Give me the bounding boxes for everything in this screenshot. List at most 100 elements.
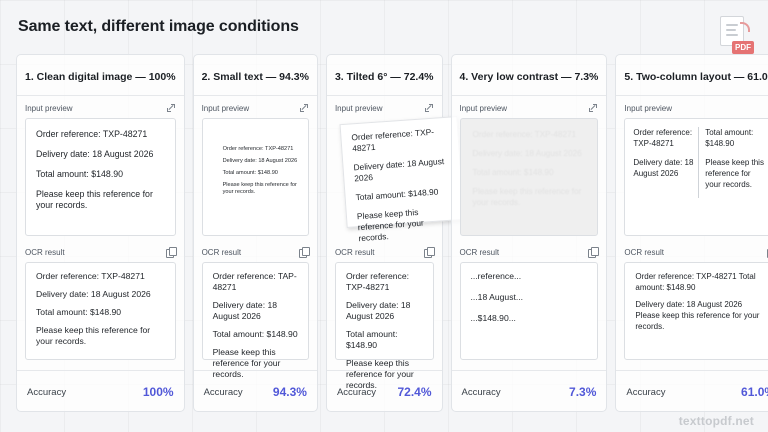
preview-line: Please keep this reference for your reco… xyxy=(472,187,582,207)
ocr-line: Order reference: TXP-48271 xyxy=(36,271,145,281)
pdf-tag: PDF xyxy=(732,41,754,54)
expand-icon[interactable] xyxy=(588,103,598,113)
accuracy-label: Accuracy xyxy=(27,386,67,398)
preview-line: Delivery date: 18 August 2026 xyxy=(222,158,298,164)
ocr-line: ...$148.90... xyxy=(470,313,516,323)
card-title: 3. Tilted 6° — 72.4% xyxy=(334,71,434,83)
ocr-line: Total amount: $148.90 xyxy=(36,307,122,317)
input-preview: Order reference: TXP-48271 Delivery date… xyxy=(25,118,176,236)
ocr-line: Order reference: TAP-48271 xyxy=(212,271,297,292)
ocr-line: Please keep this reference for your reco… xyxy=(212,347,281,379)
ocr-result: ...reference... ...18 August... ...$148.… xyxy=(459,262,599,360)
ocr-line: ...reference... xyxy=(470,271,522,281)
watermark: texttopdf.net xyxy=(678,414,754,428)
preview-line: Delivery date: 18 August 2026 xyxy=(353,156,445,184)
accuracy-label: Accuracy xyxy=(626,386,666,398)
divider xyxy=(326,95,442,96)
input-preview: Order reference: TXP-48271 Delivery date… xyxy=(335,116,465,243)
card-small-text: 2. Small text — 94.3% Input preview Orde… xyxy=(192,54,318,412)
preview-line: Order reference: TXP-48271 xyxy=(222,146,294,152)
preview-line: Please keep this reference for your reco… xyxy=(36,189,153,210)
preview-line: Order reference: TXP-48271 xyxy=(36,129,148,139)
ocr-line: Please keep this reference for your reco… xyxy=(345,358,414,390)
expand-icon[interactable] xyxy=(424,103,434,113)
divider xyxy=(193,95,317,96)
copy-icon[interactable] xyxy=(588,247,600,258)
divider xyxy=(17,370,184,371)
input-preview-label: Input preview xyxy=(334,103,383,113)
ocr-result-label: OCR result xyxy=(624,247,664,257)
preview-line: Delivery date: 18 August 2026 xyxy=(633,158,694,178)
card-clean: 1. Clean digital image — 100% Input prev… xyxy=(16,54,185,412)
accuracy-value: 7.3% xyxy=(569,385,597,399)
preview-line: Total amount: $148.90 xyxy=(222,170,278,176)
preview-line: Order reference: TXP-48271 xyxy=(472,130,577,139)
input-preview: Order reference: TXP-48271 Delivery date… xyxy=(201,118,309,236)
copy-icon[interactable] xyxy=(165,247,177,258)
card-title: 1. Clean digital image — 100% xyxy=(25,71,176,83)
page-title: Same text, different image conditions xyxy=(18,18,299,35)
card-title: 5. Two-column layout — 61.0% xyxy=(624,71,768,83)
divider xyxy=(326,370,442,371)
preview-line: Total amount: $148.90 xyxy=(36,169,124,179)
pdf-logo: PDF xyxy=(714,14,754,58)
ocr-result-label: OCR result xyxy=(201,247,242,257)
accuracy-value: 100% xyxy=(142,385,174,399)
ocr-line: Delivery date: 18 August 2026 Please kee… xyxy=(635,300,760,331)
copy-icon[interactable] xyxy=(423,247,435,258)
card-tilted: 3. Tilted 6° — 72.4% Input preview Order… xyxy=(325,54,465,412)
accuracy-label: Accuracy xyxy=(203,386,243,398)
ocr-result-label: OCR result xyxy=(25,247,65,257)
input-preview-label: Input preview xyxy=(25,103,73,113)
input-preview-label: Input preview xyxy=(459,103,508,113)
accuracy-value: 72.4% xyxy=(397,385,432,399)
input-preview: Order reference: TXP-48271 Delivery date… xyxy=(459,118,599,236)
arrow-icon xyxy=(740,22,750,32)
preview-line: Total amount: $148.90 xyxy=(355,186,439,203)
ocr-line: Order reference: TXP-48271 Total amount:… xyxy=(635,272,756,292)
accuracy-label: Accuracy xyxy=(336,386,377,398)
preview-line: Please keep this reference for your reco… xyxy=(356,206,424,244)
ocr-line: Delivery date: 18 August 2026 xyxy=(36,289,151,299)
tilted-document: Order reference: TXP-48271 Delivery date… xyxy=(339,116,465,243)
divider xyxy=(451,370,607,371)
expand-icon[interactable] xyxy=(299,103,309,113)
ocr-line: Please keep this reference for your reco… xyxy=(36,325,151,346)
cards-row: 1. Clean digital image — 100% Input prev… xyxy=(16,54,768,412)
preview-line: Please keep this reference for your reco… xyxy=(222,182,297,195)
accuracy-value: 94.3% xyxy=(272,385,307,399)
input-preview-label: Input preview xyxy=(624,103,672,113)
preview-line: Order reference: TXP-48271 xyxy=(633,128,693,148)
input-preview: Order reference: TXP-48271 Delivery date… xyxy=(624,118,768,236)
ocr-result-label: OCR result xyxy=(459,247,500,257)
ocr-result: Order reference: TAP-48271 Delivery date… xyxy=(201,262,309,379)
ocr-line: ...18 August... xyxy=(470,292,524,302)
divider xyxy=(616,95,768,96)
expand-icon[interactable] xyxy=(166,103,176,113)
left-column: Order reference: TXP-48271 Delivery date… xyxy=(631,127,698,198)
divider xyxy=(616,370,768,371)
preview-line: Delivery date: 18 August 2026 xyxy=(36,149,154,159)
preview-line: Please keep this reference for your reco… xyxy=(705,158,764,189)
accuracy-value: 61.0% xyxy=(741,385,768,399)
ocr-result-label: OCR result xyxy=(334,247,375,257)
divider xyxy=(451,95,607,96)
ocr-line: Delivery date: 18 August 2026 xyxy=(212,300,278,321)
ocr-result: Order reference: TXP-48271 Total amount:… xyxy=(624,262,768,360)
input-preview-label: Input preview xyxy=(201,103,250,113)
ocr-line: Total amount: $148.90 xyxy=(212,329,298,339)
card-two-column: 5. Two-column layout — 61.0% Input previ… xyxy=(615,54,768,412)
divider xyxy=(193,370,317,371)
ocr-result: Order reference: TXP-48271 Delivery date… xyxy=(25,262,176,360)
right-column: Total amount: $148.90 Please keep this r… xyxy=(698,127,768,198)
ocr-line: Total amount: $148.90 xyxy=(345,329,398,350)
ocr-line: Order reference: TXP-48271 xyxy=(345,271,410,292)
preview-line: Order reference: TXP-48271 xyxy=(351,126,435,154)
ocr-line: Delivery date: 18 August 2026 xyxy=(345,300,411,321)
accuracy-label: Accuracy xyxy=(461,386,501,398)
preview-line: Delivery date: 18 August 2026 xyxy=(472,149,582,158)
divider xyxy=(17,95,184,96)
preview-line: Total amount: $148.90 xyxy=(472,168,554,177)
copy-icon[interactable] xyxy=(298,247,310,258)
card-title: 2. Small text — 94.3% xyxy=(201,71,309,83)
